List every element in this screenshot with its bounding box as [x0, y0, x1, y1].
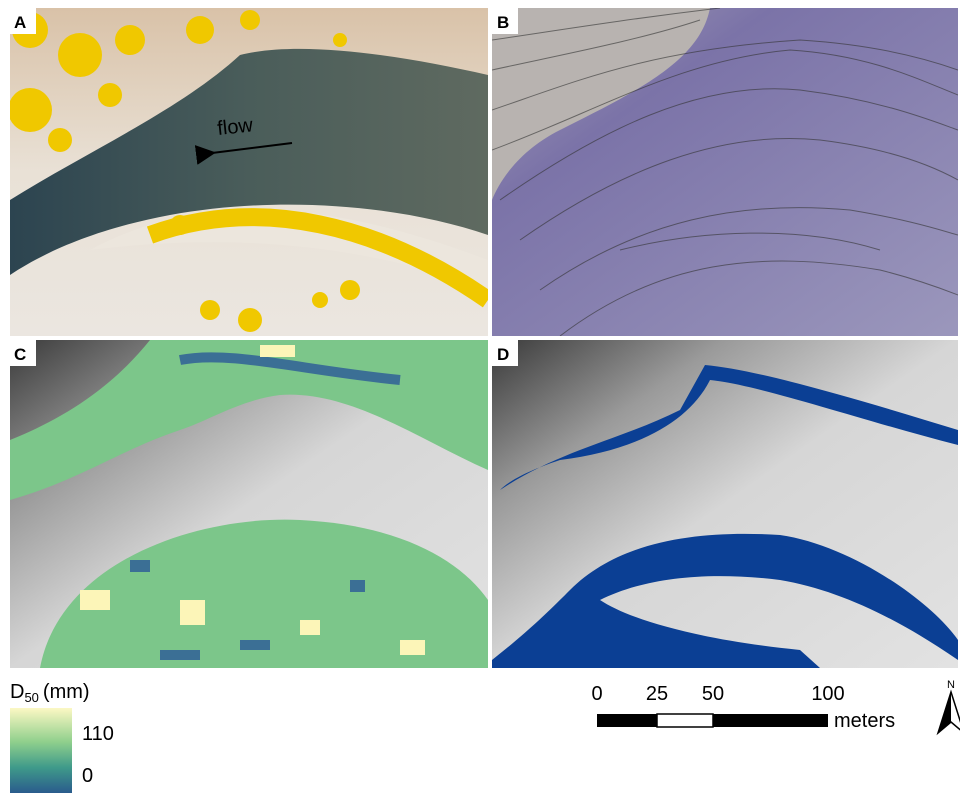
legend: D50 (mm) 110 0 — [10, 681, 114, 793]
legend-title: D50 (mm) — [10, 681, 90, 705]
panel-label: A — [14, 13, 26, 32]
scale-unit: meters — [834, 710, 895, 732]
legend-title-main: D — [10, 681, 24, 703]
legend-min: 0 — [82, 765, 93, 787]
panel-d-map — [492, 340, 958, 668]
legend-title-sub: 50 — [24, 690, 38, 705]
scale-bar: 0 25 50 100 meters — [591, 683, 895, 732]
north-label: N — [947, 679, 955, 691]
panel-b-map — [492, 8, 958, 336]
scale-label: 50 — [702, 683, 724, 705]
panel-c-map — [10, 340, 488, 668]
scale-label: 100 — [811, 683, 844, 705]
legend-max: 110 — [82, 723, 114, 745]
color-ramp — [10, 708, 72, 793]
legend-title-unit: (mm) — [43, 681, 90, 703]
panel-a-map: flow — [8, 8, 488, 336]
panel-label: D — [497, 345, 509, 364]
figure: flow A B C — [0, 0, 960, 793]
panel-label: C — [14, 345, 26, 364]
flow-annotation: flow — [216, 114, 254, 140]
north-arrow: N — [938, 679, 960, 733]
scale-label: 25 — [646, 683, 668, 705]
panel-label: B — [497, 13, 509, 32]
scale-label: 0 — [591, 683, 602, 705]
